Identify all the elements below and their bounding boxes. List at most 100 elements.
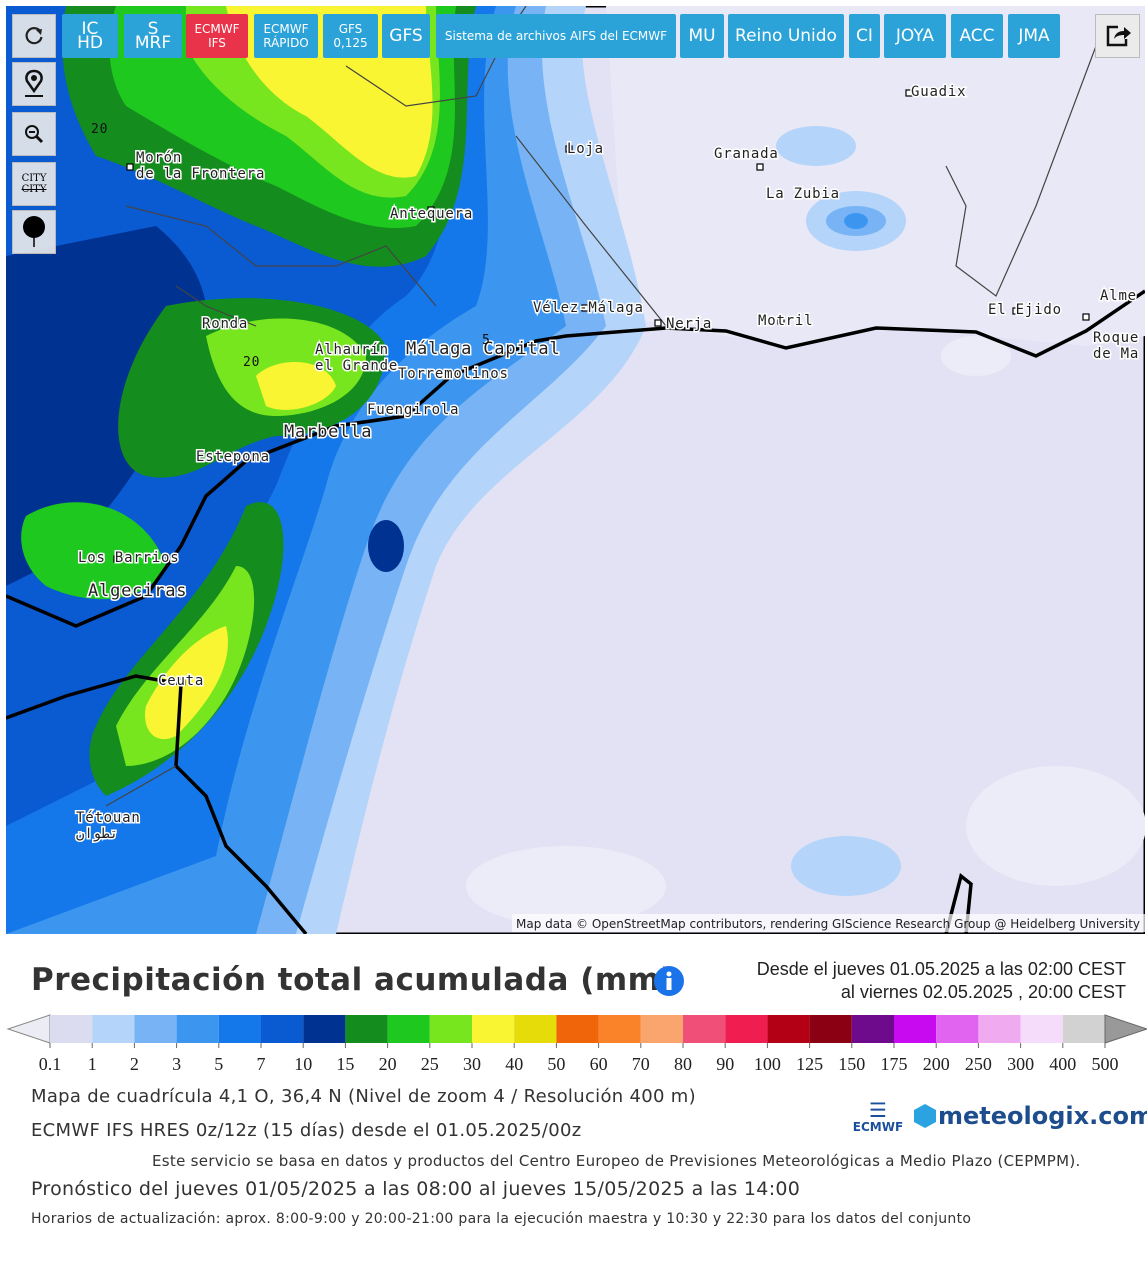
location-button[interactable]	[12, 62, 56, 106]
place-marker	[113, 555, 121, 563]
contour-label: 20	[91, 122, 108, 137]
place-label: Marbella	[284, 422, 372, 442]
place-label: Málaga Capital	[406, 339, 561, 359]
place-marker	[223, 320, 231, 328]
marker-icon	[23, 216, 45, 247]
scale-color	[936, 1015, 979, 1043]
city-toggle[interactable]: CITY CITY	[12, 162, 56, 206]
meteologix-text: meteologix.com	[938, 1102, 1147, 1130]
place-label: Nerja	[666, 316, 712, 332]
zoom-button[interactable]	[12, 112, 56, 156]
model-button[interactable]: GFS 0,125	[323, 14, 378, 58]
meteologix-logo: meteologix.com	[912, 1102, 1147, 1130]
scale-color	[683, 1015, 726, 1043]
scale-label: 60	[590, 1054, 608, 1074]
scale-label: 400	[1049, 1054, 1076, 1074]
marker-button[interactable]	[12, 210, 56, 254]
place-marker	[581, 304, 589, 312]
place-label: de Ma	[1093, 346, 1139, 362]
scale-label: 500	[1092, 1054, 1119, 1074]
scale-color	[345, 1015, 388, 1043]
legend-period: Desde el jueves 01.05.2025 a las 02:00 C…	[757, 958, 1126, 1004]
place-marker	[178, 678, 186, 686]
place-label: Alme	[1100, 288, 1137, 304]
place-marker	[229, 453, 237, 461]
place-marker	[756, 163, 764, 171]
place-marker	[1082, 313, 1090, 321]
share-button[interactable]	[1095, 14, 1140, 58]
model-button[interactable]: JMA	[1008, 14, 1060, 58]
ecmwf-logo: ☰ ECMWF	[850, 1100, 906, 1134]
model-button[interactable]: Reino Unido	[728, 14, 844, 58]
scale-label: 80	[674, 1054, 692, 1074]
city-label-off: CITY	[21, 184, 47, 195]
scale-color	[809, 1015, 852, 1043]
refresh-button[interactable]	[12, 14, 56, 58]
grid-info: Mapa de cuadrícula 4,1 O, 36,4 N (Nivel …	[31, 1086, 696, 1107]
model-button[interactable]: S MRF	[124, 14, 182, 58]
place-label: Loja	[567, 141, 604, 157]
scale-label: 30	[463, 1054, 481, 1074]
model-button[interactable]: ACC	[951, 14, 1003, 58]
scale-label: 40	[505, 1054, 523, 1074]
model-button[interactable]: JOYA	[884, 14, 946, 58]
zoom-icon	[25, 125, 44, 144]
contour-label: 20	[243, 355, 260, 370]
scale-color	[640, 1015, 683, 1043]
model-button[interactable]: GFS	[382, 14, 430, 58]
update-info: Horarios de actualización: aprox. 8:00-9…	[31, 1211, 972, 1227]
scale-color	[387, 1015, 430, 1043]
place-label: Guadix	[911, 84, 966, 100]
scale-color	[218, 1015, 261, 1043]
place-label: Algeciras	[88, 581, 187, 601]
scale-label: 2	[130, 1054, 139, 1074]
scale-color	[978, 1015, 1021, 1043]
scale-label: 100	[754, 1054, 781, 1074]
model-info: ECMWF IFS HRES 0z/12z (15 días) desde el…	[31, 1120, 582, 1141]
place-label: El Ejido	[988, 302, 1062, 318]
place-label: el Grande	[315, 358, 398, 374]
place-marker	[1012, 307, 1020, 315]
place-marker	[565, 145, 573, 153]
color-scale: 0.1 1 2 3 5 7 10 15 20 25 30 40 50 60 70 80 90 100 125 150 1…	[6, 1014, 1147, 1074]
place-label: Morón	[136, 150, 182, 166]
ecmwf-logo-text: ECMWF	[852, 1120, 904, 1134]
scale-color	[767, 1015, 810, 1043]
scale-label: 10	[294, 1054, 312, 1074]
place-marker	[654, 319, 662, 327]
service-info: Este servicio se basa en datos y product…	[152, 1152, 1081, 1170]
model-button[interactable]: IC HD	[62, 14, 118, 58]
scale-color	[851, 1015, 894, 1043]
pin-icon	[25, 69, 43, 97]
model-button[interactable]: MU	[680, 14, 724, 58]
refresh-icon	[25, 27, 43, 45]
place-marker	[126, 163, 134, 171]
scale-arrow-right	[1104, 1014, 1147, 1044]
place-label: Los Barrios	[78, 550, 180, 566]
place-label: Ceuta	[158, 673, 204, 689]
place-label: تطوان	[76, 826, 118, 842]
place-marker	[905, 89, 913, 97]
scale-label: 175	[881, 1054, 908, 1074]
scale-label: 300	[1007, 1054, 1034, 1074]
model-button[interactable]: ECMWF RÁPIDO	[254, 14, 318, 58]
place-label: Alhaurín	[315, 342, 389, 358]
place-label: Roque	[1093, 330, 1139, 346]
city-label: CITY	[21, 173, 47, 184]
info-icon[interactable]	[653, 965, 685, 997]
scale-color	[1062, 1015, 1105, 1043]
model-button[interactable]: Sistema de archivos AIFS del ECMWF	[436, 14, 676, 58]
scale-label: 90	[716, 1054, 734, 1074]
period-from: Desde el jueves 01.05.2025 a las 02:00 C…	[756, 959, 1126, 979]
scale-color	[92, 1015, 135, 1043]
scale-color	[429, 1015, 472, 1043]
place-marker	[404, 407, 412, 415]
scale-color	[514, 1015, 557, 1043]
model-button[interactable]: CI	[849, 14, 880, 58]
model-button[interactable]: ECMWF IFS	[186, 14, 248, 58]
place-marker	[427, 206, 435, 214]
scale-label: 15	[336, 1054, 354, 1074]
scale-label: 250	[965, 1054, 992, 1074]
contour-label: 5	[482, 333, 491, 348]
